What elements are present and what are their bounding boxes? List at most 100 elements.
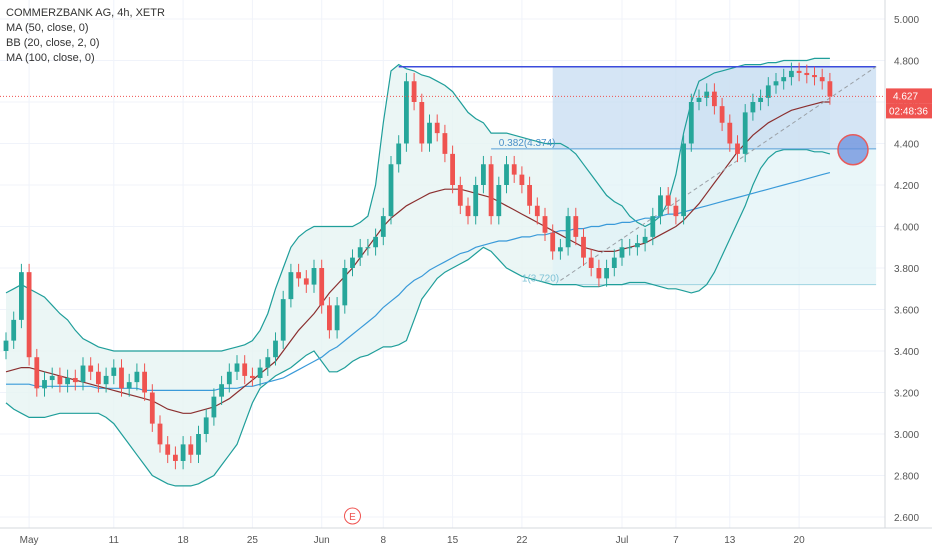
candle-body [411,81,417,102]
price-tick-label: 2.600 [894,513,919,524]
candle-body [465,205,471,217]
candle-body [157,423,163,445]
candle-body [735,143,740,154]
candle-body [365,247,371,249]
candle-body [519,174,525,185]
candle-body [65,377,70,385]
candle-body [427,122,432,144]
earnings-marker[interactable] [344,507,361,525]
candle-body [789,70,794,78]
candle-body [26,272,32,358]
candle-body [542,216,548,233]
time-tick-label: 15 [447,535,459,546]
candle-body [527,185,532,206]
candle-body [611,257,617,268]
candle-body [57,375,63,385]
candle-body [812,75,817,78]
candle-body [288,272,294,300]
time-tick-label: 18 [178,535,190,546]
price-tick-label: 2.800 [894,472,919,483]
candle-body [373,236,378,248]
indicator-ma50[interactable]: MA (50, close, 0) [6,22,89,34]
candle-body [342,268,348,306]
candle-body [719,106,725,123]
candle-body [319,268,325,306]
symbol-title: COMMERZBANK AG, 4h, XETR [6,7,165,19]
ma50-line [5,101,830,414]
candle-body [819,77,825,82]
countdown-value: 02:48:36 [889,106,928,117]
candle-body [142,371,147,393]
indicator-bb[interactable]: BB (20, close, 2, 0) [6,37,100,49]
candle-body [765,85,771,98]
last-price-value: 4.627 [893,91,918,102]
candle-body [173,454,178,461]
candle-body [588,257,594,268]
candle-body [134,371,140,383]
time-tick-label: 25 [247,535,259,546]
candle-body [704,91,710,98]
candle-body [635,243,640,248]
time-tick-label: 13 [724,535,736,546]
bb-lower-line [5,149,831,487]
bb-upper-line [5,57,830,352]
candle-body [219,384,224,397]
candle-body [34,357,40,389]
candle-body [627,247,633,249]
time-tick-label: 20 [794,535,806,546]
candle-body [265,357,271,368]
time-tick-label: 7 [673,535,679,546]
price-tick-label: 4.000 [894,223,919,234]
candle-body [457,185,463,206]
candle-body [180,444,186,461]
candle-body [619,247,625,258]
time-tick-label: 22 [516,535,528,546]
indicator-ma100[interactable]: MA (100, close, 0) [6,52,95,64]
price-tick-label: 4.800 [894,57,919,68]
candle-body [581,236,586,258]
candle-body [72,377,78,383]
candle-body [234,363,240,372]
price-tick-label: 3.800 [894,264,919,275]
candle-body [658,195,663,217]
candle-body [827,81,833,97]
candle-body [534,205,540,217]
candle-body [650,216,656,237]
candle-body [226,371,232,385]
last-price-badge [886,88,932,104]
candle-body [396,143,402,165]
candle-body [450,153,455,185]
candle-body [727,122,733,144]
candle-body [404,81,409,144]
candle-body [496,185,502,217]
candle-body [712,91,717,107]
candle-body [796,70,802,73]
candle-body [149,392,155,424]
countdown-badge [886,103,932,119]
fib-1-label: 1(3.720) [522,274,559,285]
time-axis-background [0,528,932,550]
candle-body [165,444,171,455]
candle-body [327,305,332,331]
candle-body [758,97,763,102]
fib-0382-label: 0.382(4.374) [499,138,556,149]
candle-body [488,164,494,217]
candle-body [196,434,201,455]
price-tick-label: 3.600 [894,306,919,317]
candle-body [388,164,394,217]
candle-body [280,299,286,341]
earnings-marker-label: E [349,512,356,523]
candle-body [311,268,317,285]
candle-body [203,417,209,434]
candle-body [250,375,255,378]
candle-body [550,232,556,252]
candle-body [511,164,517,175]
candle-body [334,305,340,331]
time-tick-label: Jul [616,535,629,546]
candle-body [696,97,702,102]
candle-body [742,112,748,154]
candle-body [111,367,117,376]
candle-body [11,319,17,341]
